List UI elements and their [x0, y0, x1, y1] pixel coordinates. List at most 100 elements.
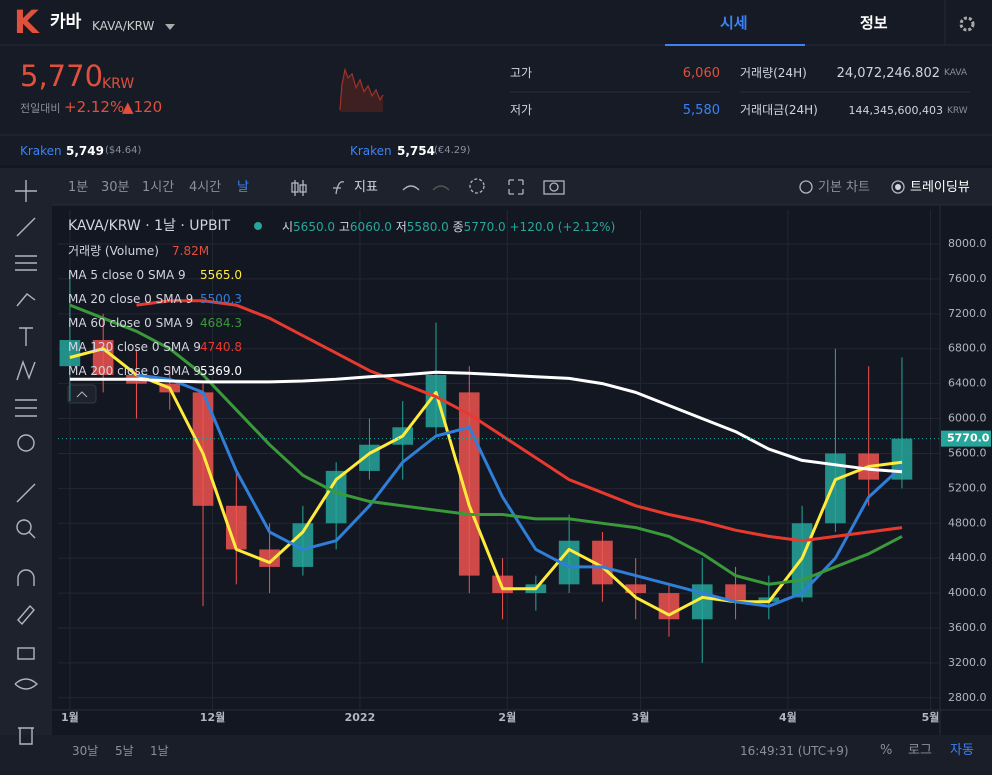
y-tick-label: 7200.0: [948, 307, 987, 320]
mode[interactable]: 트레이딩뷰: [910, 180, 970, 195]
ohlc-value: 5650.0: [293, 220, 336, 234]
y-tick-label: 5600.0: [948, 446, 987, 459]
ohlc-change: +120.0 (+2.12%): [509, 220, 616, 234]
ohlc-value: 5580.0: [406, 220, 449, 234]
last-price-box: [941, 430, 991, 447]
legend-symbol: KAVA/KRW · 1날 · UPBIT: [68, 218, 231, 234]
x-tick-label: 3월: [632, 710, 650, 724]
ohlc-label: 시: [282, 220, 294, 234]
y-tick-label: 4000.0: [948, 586, 987, 599]
ohlc-label: 종: [452, 220, 464, 234]
high: 6,060: [682, 66, 720, 81]
tab[interactable]: 시세: [720, 14, 748, 32]
vol: 24,072,246.802: [836, 66, 940, 81]
ma-label: MA 200 close 0 SMA 9: [68, 364, 201, 378]
x-tick-label: 1월: [61, 710, 79, 724]
high-label: 고가: [510, 66, 533, 80]
x-tick-label: 4월: [779, 710, 797, 724]
amt-unit: KRW: [947, 106, 968, 116]
legend-ohlc: 시5650.0 고6060.0 저5580.0 종5770.0 +120.0 (…: [282, 221, 615, 233]
change-abs: ▲120: [122, 98, 163, 116]
change-pct: +2.12%: [64, 98, 125, 116]
ma-value: 5565.0: [200, 268, 242, 282]
interval[interactable]: 4시간: [189, 180, 222, 195]
ma-label: MA 5 close 0 SMA 9: [68, 268, 186, 282]
y-tick-label: 5200.0: [948, 481, 987, 494]
sparkline-area: [340, 70, 383, 112]
y-tick-label: 7600.0: [948, 272, 987, 285]
amt-label: 거래대금(24H): [740, 103, 818, 117]
interval[interactable]: 30분: [101, 180, 130, 195]
ohlc-label: 저: [395, 220, 407, 234]
ohlc-value: 5770.0: [463, 220, 506, 234]
side-toolbar-bg: [0, 168, 52, 775]
scale-option[interactable]: %: [880, 743, 893, 758]
candle-body: [325, 470, 347, 524]
status-dot: [254, 222, 262, 230]
range[interactable]: 1날: [150, 744, 169, 758]
y-tick-label: 4800.0: [948, 516, 987, 529]
candle-body: [192, 392, 214, 506]
collapse-icon[interactable]: [76, 391, 88, 398]
side-tools[interactable]: [14, 180, 39, 745]
exchange: Kraken: [20, 144, 62, 158]
collapse-button[interactable]: [67, 384, 97, 404]
low-label: 저가: [510, 103, 533, 117]
x-tick-label: 2022: [345, 711, 376, 724]
interval[interactable]: 1시간: [142, 180, 175, 195]
candle-body: [625, 584, 647, 594]
volume-value: 7.82M: [172, 244, 210, 258]
tab[interactable]: 정보: [860, 14, 888, 32]
vol-label: 거래량(24H): [740, 66, 807, 80]
y-tick-label: 2800.0: [948, 691, 987, 704]
range[interactable]: 30날: [72, 744, 99, 758]
y-tick-label: 4400.0: [948, 551, 987, 564]
price: 5,770: [20, 59, 104, 93]
scale-option[interactable]: 로그: [908, 743, 932, 758]
dropdown-icon[interactable]: [165, 24, 175, 30]
candle-body: [725, 584, 746, 602]
header-bg: [0, 0, 992, 45]
candle-body: [59, 340, 81, 367]
ma-line: [69, 370, 903, 474]
ma-value: 5369.0: [200, 364, 242, 378]
settings-icon[interactable]: [959, 16, 975, 32]
interval[interactable]: 1분: [68, 180, 89, 195]
ma-line: [136, 373, 904, 608]
radio-selected[interactable]: [895, 184, 901, 190]
amt: 144,345,600,403: [848, 104, 943, 117]
ohlc-label: 고: [338, 220, 350, 234]
candle-body: [825, 453, 846, 524]
indicators[interactable]: 지표: [354, 180, 378, 195]
range[interactable]: 5날: [115, 744, 134, 758]
mode[interactable]: 기본 차트: [818, 180, 870, 195]
top-tools[interactable]: [291, 178, 905, 196]
price-unit: KRW: [102, 76, 135, 92]
low: 5,580: [682, 103, 720, 118]
plot: 2800.0 3200.0 3600.0 4000.0 4400.0 4800.0 5200…: [58, 210, 987, 724]
ma-label: MA 120 close 0 SMA 9: [68, 340, 201, 354]
last-price-label: 5770.0: [947, 432, 990, 445]
x-tick-label: 2월: [498, 710, 516, 724]
volume-label: 거래량 (Volume): [68, 244, 159, 258]
ma-line: [69, 347, 903, 617]
exchange-fx: ($4.64): [105, 145, 142, 156]
exchange: Kraken: [350, 144, 392, 158]
vol-unit: KAVA: [944, 68, 968, 78]
x-tick-label: 5월: [922, 710, 940, 724]
logo: K: [14, 3, 39, 41]
clock: 16:49:31 (UTC+9): [740, 744, 849, 758]
ticker-bg: [0, 45, 992, 165]
y-tick-label: 6800.0: [948, 342, 987, 355]
interval[interactable]: 날: [237, 180, 249, 195]
toolbar-bg: [0, 168, 992, 205]
ma-line: [136, 299, 903, 543]
candle-body: [259, 549, 280, 567]
x-tick-label: 12월: [200, 710, 225, 724]
ma-value: 4684.3: [200, 316, 242, 330]
scale-option[interactable]: 자동: [950, 743, 974, 758]
coin-name: 카바: [50, 12, 82, 32]
footer-bg: [0, 735, 992, 775]
